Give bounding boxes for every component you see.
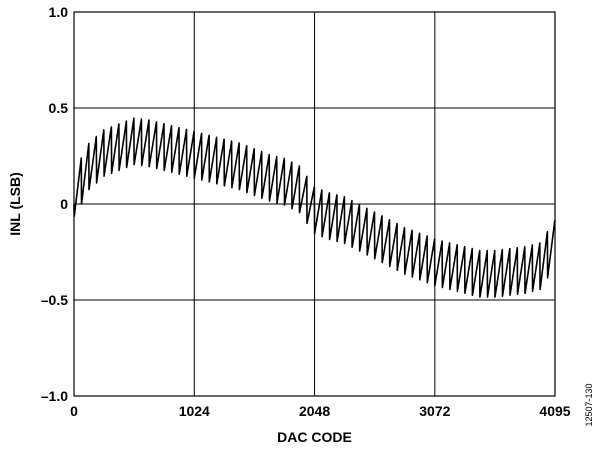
y-tick-label: 0 bbox=[60, 196, 68, 212]
y-axis-ticks: –1.0 –0.5 0 0.5 1.0 bbox=[41, 4, 68, 404]
x-tick-label: 3072 bbox=[419, 403, 450, 419]
plot-frame bbox=[73, 11, 556, 397]
x-tick-label: 1024 bbox=[179, 403, 210, 419]
x-axis-title: DAC CODE bbox=[277, 429, 352, 445]
y-tick-label: 0.5 bbox=[49, 100, 69, 116]
inl-trace bbox=[73, 117, 556, 298]
x-tick-label: 0 bbox=[70, 403, 78, 419]
figure-id: 12507-130 bbox=[584, 383, 594, 426]
y-tick-label: –0.5 bbox=[41, 292, 68, 308]
x-tick-label: 2048 bbox=[299, 403, 330, 419]
series-layer bbox=[73, 117, 556, 298]
y-axis-title: INL (LSB) bbox=[7, 172, 23, 236]
x-axis-ticks: 0 1024 2048 3072 4095 bbox=[70, 403, 571, 419]
y-tick-label: 1.0 bbox=[49, 4, 69, 20]
y-tick-label: –1.0 bbox=[41, 388, 68, 404]
x-tick-label: 4095 bbox=[539, 403, 570, 419]
